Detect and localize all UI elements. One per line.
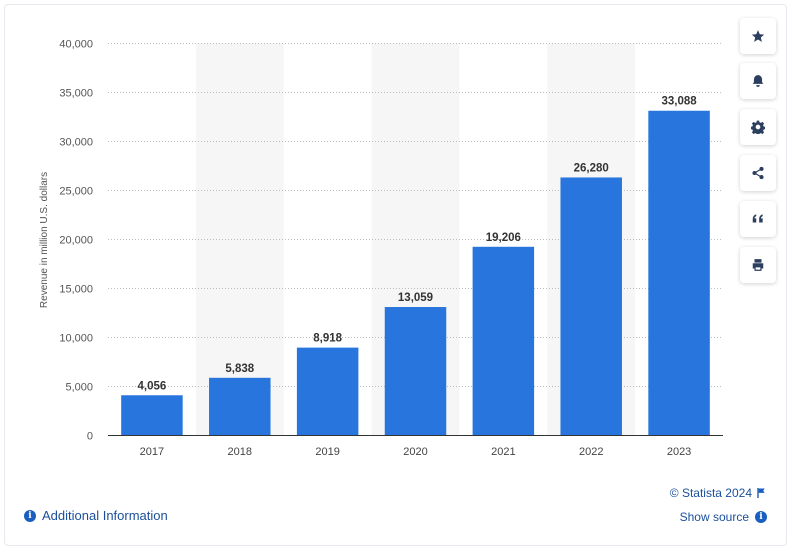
- share-button[interactable]: [740, 155, 776, 191]
- x-tick-label: 2020: [403, 446, 427, 458]
- star-icon: [751, 30, 765, 42]
- info-icon: i: [24, 509, 36, 522]
- data-label: 8,918: [313, 333, 342, 345]
- x-tick-label: 2023: [667, 446, 691, 458]
- bar[interactable]: [209, 377, 271, 435]
- bar[interactable]: [121, 395, 183, 435]
- y-tick-label: 20,000: [59, 235, 93, 247]
- additional-information-link[interactable]: i Additional Information: [24, 508, 168, 523]
- bell-icon: [752, 75, 764, 87]
- y-tick-label: 15,000: [59, 284, 93, 296]
- copyright-label: © Statista 2024: [669, 486, 752, 500]
- copyright[interactable]: © Statista 2024: [670, 486, 766, 500]
- y-tick-label: 30,000: [59, 137, 93, 149]
- data-label: 4,056: [138, 380, 167, 392]
- print-icon: [752, 259, 764, 271]
- cite-button[interactable]: [740, 201, 776, 237]
- flag-icon: [757, 488, 765, 498]
- y-axis-label: Revenue in million U.S. dollars: [39, 172, 50, 308]
- additional-information-label: Additional Information: [42, 508, 168, 523]
- info-icon: i: [755, 511, 767, 523]
- print-button[interactable]: [740, 247, 776, 283]
- y-tick-label: 25,000: [59, 186, 93, 198]
- y-tick-label: 35,000: [59, 88, 93, 100]
- x-tick-label: 2017: [140, 446, 164, 458]
- x-tick-label: 2021: [491, 446, 515, 458]
- data-label: 19,206: [486, 232, 521, 244]
- bar[interactable]: [296, 347, 359, 435]
- x-tick-label: 2019: [315, 446, 339, 458]
- bar[interactable]: [560, 177, 622, 435]
- quote-icon: [752, 214, 763, 223]
- y-tick-label: 10,000: [59, 333, 93, 345]
- data-label: 33,088: [661, 96, 697, 108]
- data-label: 5,838: [225, 363, 254, 375]
- data-label: 13,059: [398, 292, 433, 304]
- share-icon: [752, 166, 764, 180]
- favorite-button[interactable]: [740, 18, 776, 54]
- data-label: 26,280: [574, 162, 609, 174]
- settings-button[interactable]: [740, 109, 776, 145]
- y-tick-label: 0: [87, 431, 93, 443]
- gear-icon: [751, 120, 765, 134]
- bar[interactable]: [472, 246, 535, 435]
- y-tick-label: 5,000: [65, 382, 93, 394]
- notification-button[interactable]: [740, 63, 776, 99]
- bar[interactable]: [648, 110, 710, 435]
- show-source-link[interactable]: Show source i: [680, 510, 767, 524]
- y-tick-label: 40,000: [59, 39, 93, 51]
- x-tick-label: 2018: [228, 446, 252, 458]
- x-tick-label: 2022: [579, 446, 603, 458]
- show-source-label: Show source: [679, 510, 749, 524]
- bar[interactable]: [384, 307, 447, 435]
